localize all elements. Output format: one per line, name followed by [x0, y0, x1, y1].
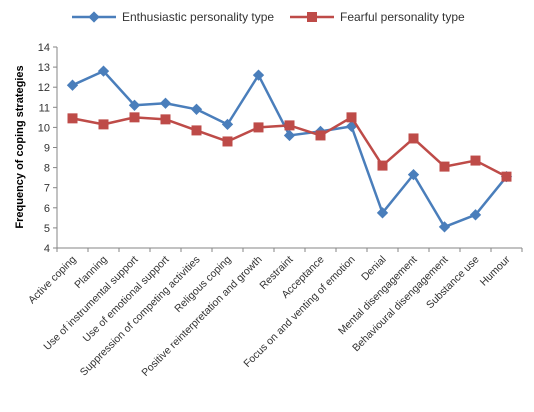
- legend-entry-fearful: Fearful personality type: [290, 10, 465, 24]
- y-tick-label: 12: [38, 82, 50, 94]
- series-enthusiastic-personality-type: [66, 65, 513, 233]
- x-tick-label-humour: Humour: [478, 253, 513, 288]
- data-point-diamond: [190, 103, 203, 115]
- x-tick-label-active-coping: Active coping: [26, 254, 79, 307]
- data-point-square: [253, 122, 264, 133]
- y-tick-label: 13: [38, 62, 50, 74]
- y-tick-label: 5: [44, 223, 50, 235]
- y-tick-label: 6: [44, 203, 50, 215]
- data-point-square: [222, 136, 233, 147]
- y-tick-label: 9: [44, 143, 50, 155]
- data-point-diamond: [469, 209, 482, 221]
- y-axis: 4 5 6 7 8 9 10 11 12 13 14: [38, 42, 58, 255]
- legend-square-marker: [307, 12, 317, 22]
- legend-entry-enthusiastic: Enthusiastic personality type: [72, 10, 274, 24]
- data-point-square: [284, 120, 295, 131]
- series-line-enthusiastic-personality-type: [71, 69, 508, 229]
- y-axis-title: Frequency of coping strategies: [14, 65, 26, 228]
- y-tick-label: 10: [38, 122, 50, 134]
- data-point-diamond: [283, 129, 296, 142]
- data-point-square: [439, 161, 450, 172]
- data-point-square: [377, 160, 388, 171]
- series-layer: [66, 65, 513, 233]
- x-tick-label-denial: Denial: [359, 254, 389, 284]
- data-point-diamond: [159, 97, 172, 109]
- data-point-square: [470, 155, 481, 166]
- y-tick-label: 4: [44, 243, 50, 255]
- y-tick-label: 14: [38, 42, 50, 54]
- data-point-square: [315, 130, 326, 141]
- legend-label-fearful: Fearful personality type: [340, 10, 465, 24]
- data-point-square: [501, 171, 512, 182]
- data-point-square: [191, 125, 202, 136]
- legend: Enthusiastic personality type Fearful pe…: [72, 10, 465, 24]
- legend-label-enthusiastic: Enthusiastic personality type: [122, 10, 274, 24]
- data-point-diamond: [376, 207, 389, 219]
- y-tick-label: 11: [39, 102, 50, 114]
- series-fearful-personality-type: [67, 112, 512, 182]
- data-point-square: [346, 112, 357, 123]
- y-tick-label: 7: [44, 183, 50, 195]
- data-point-square: [67, 113, 78, 124]
- data-point-square: [160, 114, 171, 125]
- data-point-diamond: [438, 221, 451, 233]
- data-point-diamond: [407, 168, 420, 181]
- data-point-square: [129, 112, 140, 123]
- data-point-diamond: [66, 79, 79, 91]
- data-point-square: [408, 133, 419, 144]
- y-tick-label: 8: [44, 163, 50, 175]
- data-point-square: [98, 119, 109, 130]
- legend-diamond-marker: [88, 11, 100, 23]
